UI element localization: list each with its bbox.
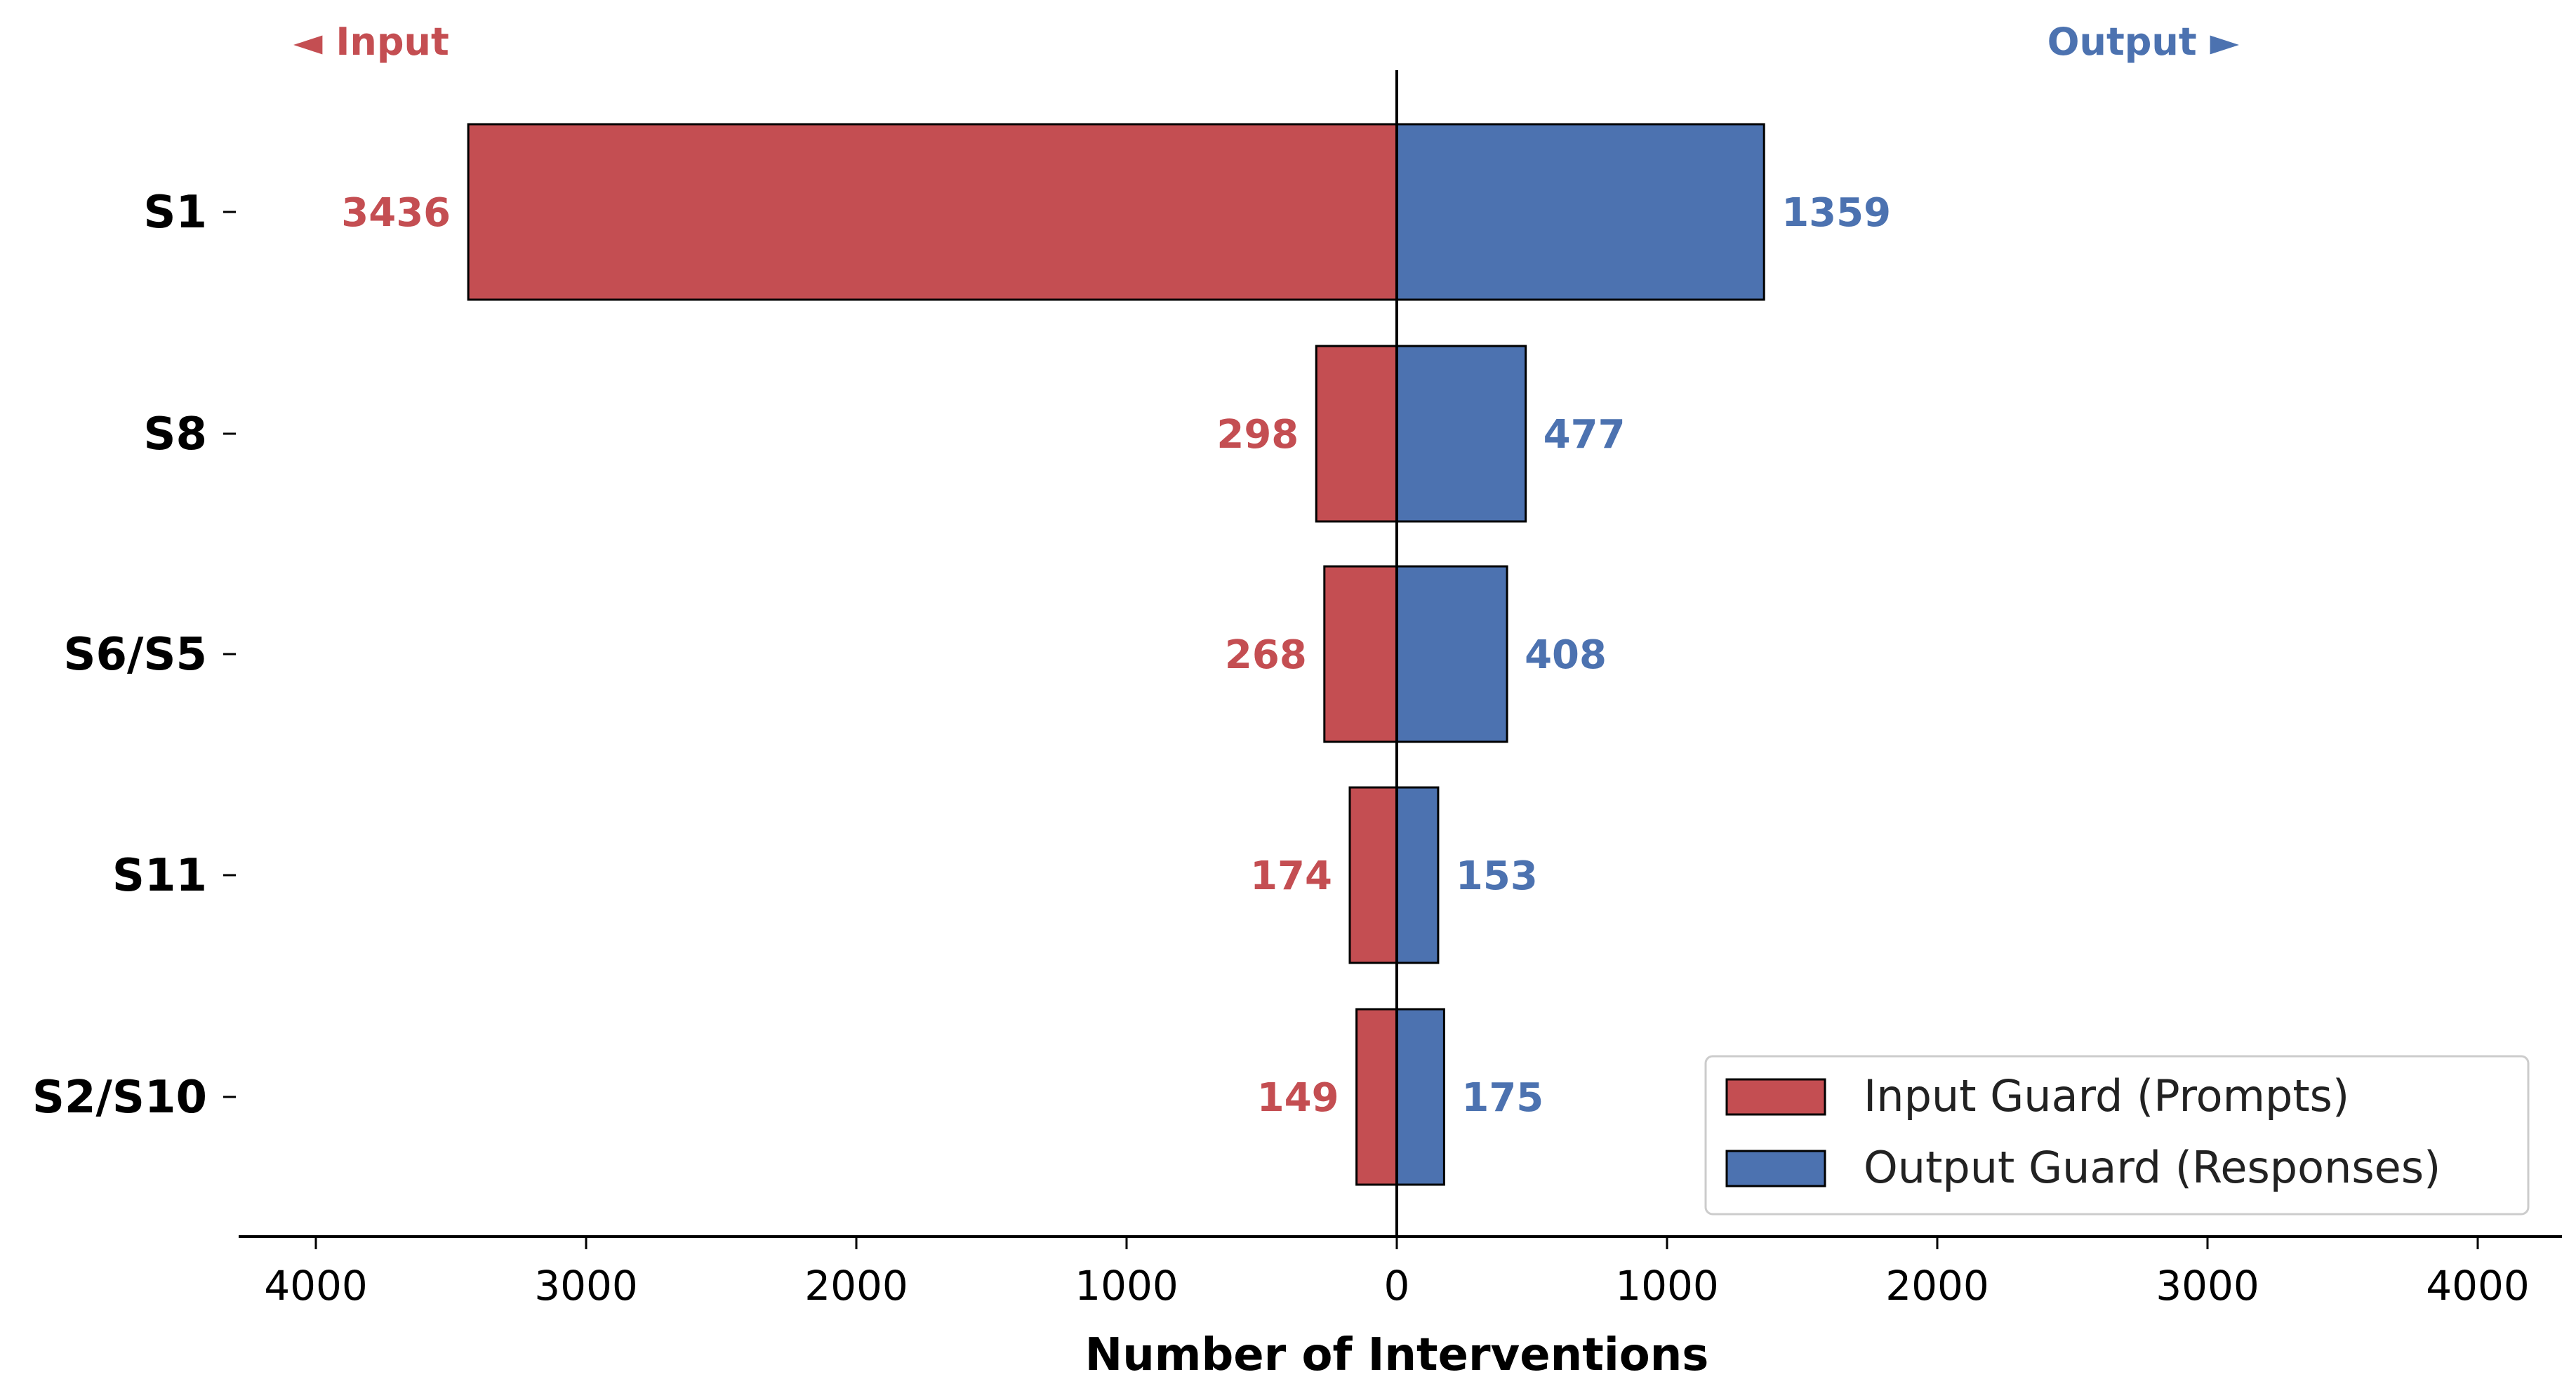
value-label-output-2: 477 [1543,412,1626,458]
value-label-output-4: 153 [1456,853,1538,899]
x-tick-label-4: 1000 [1075,1262,1179,1310]
x-tick-label-9: 4000 [2426,1262,2530,1310]
bar-input-1 [467,123,1398,301]
bar-output-2 [1395,345,1527,523]
value-label-input-3: 268 [1225,632,1307,678]
bar-input-2 [1315,345,1398,523]
x-tick-label-7: 2000 [1885,1262,1989,1310]
legend-swatch-output [1725,1150,1826,1187]
x-tick-label-2: 3000 [534,1262,638,1310]
value-label-output-5: 175 [1461,1075,1543,1121]
x-tick-label-1: 4000 [264,1262,368,1310]
category-label-1: S1 [143,187,207,239]
x-tick-label-8: 3000 [2156,1262,2259,1310]
bar-output-4 [1395,786,1440,964]
x-tick-label-3: 2000 [804,1262,908,1310]
direction-label-output: Output ► [2047,20,2240,64]
value-label-input-5: 149 [1257,1075,1339,1121]
x-tick-label-6: 1000 [1615,1262,1719,1310]
legend-swatch-input [1725,1078,1826,1116]
value-label-output-3: 408 [1525,632,1607,678]
legend-label-input: Input Guard (Prompts) [1864,1070,2349,1122]
value-label-input-1: 3436 [341,190,451,236]
bar-output-1 [1395,123,1765,301]
x-axis-title: Number of Interventions [1085,1329,1709,1381]
bar-output-5 [1395,1008,1445,1186]
x-tick-label-5: 0 [1384,1262,1410,1310]
bar-input-4 [1348,786,1398,964]
bar-input-5 [1355,1008,1398,1186]
legend-label-output: Output Guard (Responses) [1864,1142,2441,1193]
bar-output-3 [1395,565,1508,743]
value-label-input-4: 174 [1250,853,1332,899]
direction-label-input: ◄ Input [293,20,449,64]
category-label-3: S6/S5 [63,629,207,681]
category-label-2: S8 [143,408,207,460]
category-label-4: S11 [112,850,207,902]
category-label-5: S2/S10 [32,1072,207,1124]
bar-input-3 [1323,565,1398,743]
value-label-output-1: 1359 [1781,190,1891,236]
legend-box [1704,1055,2530,1216]
value-label-input-2: 298 [1216,412,1299,458]
